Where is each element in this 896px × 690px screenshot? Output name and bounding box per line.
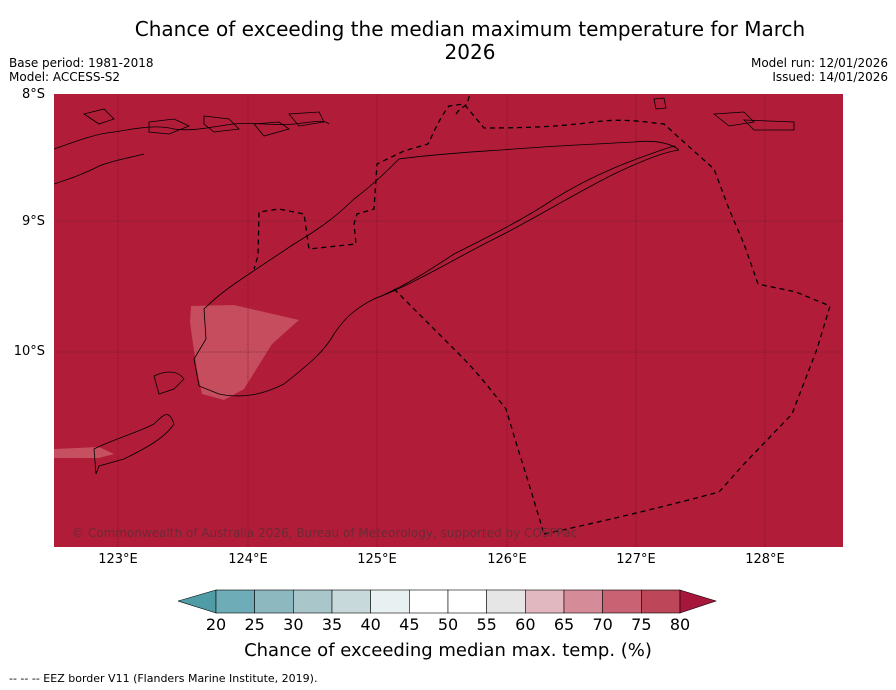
colorbar-cell bbox=[563, 589, 603, 614]
model-name: Model: ACCESS-S2 bbox=[9, 70, 121, 84]
colorbar-tick-label: 20 bbox=[205, 615, 227, 634]
lon-label-125e: 125°E bbox=[357, 552, 397, 567]
probability-patch-west bbox=[54, 447, 114, 458]
lat-label-10s: 10°S bbox=[13, 344, 45, 359]
colorbar-tick-label: 65 bbox=[553, 615, 575, 634]
base-period: Base period: 1981-2018 bbox=[9, 56, 154, 70]
map-background bbox=[54, 94, 843, 547]
colorbar-extend-low bbox=[178, 589, 217, 614]
colorbar-tick-label: 35 bbox=[321, 615, 343, 634]
eez-borders bbox=[253, 94, 831, 535]
metadata-left: Base period: 1981-2018 Model: ACCESS-S2 bbox=[9, 56, 154, 84]
lon-label-124e: 124°E bbox=[228, 552, 268, 567]
colorbar-cell bbox=[409, 589, 449, 614]
lon-label-128e: 128°E bbox=[745, 552, 785, 567]
colorbar-cell bbox=[293, 589, 333, 614]
metadata-right: Model run: 12/01/2026 Issued: 14/01/2026 bbox=[751, 56, 888, 84]
colorbar-tick-label: 40 bbox=[360, 615, 381, 634]
issued-date: Issued: 14/01/2026 bbox=[772, 70, 888, 84]
coastlines bbox=[54, 97, 795, 475]
probability-patch-timor bbox=[190, 305, 299, 400]
colorbar bbox=[178, 589, 717, 614]
copyright-notice: © Commonwealth of Australia 2026, Bureau… bbox=[72, 526, 578, 540]
colorbar-tick-label: 45 bbox=[399, 615, 420, 634]
map-title: Chance of exceeding the median maximum t… bbox=[134, 17, 806, 64]
colorbar-extend-high bbox=[679, 589, 717, 614]
colorbar-tick-label: 55 bbox=[476, 615, 497, 634]
colorbar-tick-label: 60 bbox=[515, 615, 536, 634]
colorbar-tick-label: 50 bbox=[437, 615, 459, 634]
colorbar-cell bbox=[525, 589, 565, 614]
lon-label-126e: 126°E bbox=[487, 552, 527, 567]
colorbar-cell bbox=[486, 589, 526, 614]
colorbar-cell bbox=[215, 589, 255, 614]
colorbar-tick-label: 25 bbox=[244, 615, 265, 634]
colorbar-cell bbox=[641, 589, 681, 614]
colorbar-cell bbox=[254, 589, 294, 614]
footer-note: -- -- -- EEZ border V11 (Flanders Marine… bbox=[9, 672, 318, 685]
colorbar-cell bbox=[447, 589, 487, 614]
lon-label-123e: 123°E bbox=[98, 552, 138, 567]
colorbar-tick-label: 75 bbox=[631, 615, 652, 634]
colorbar-tick-label: 70 bbox=[592, 615, 613, 634]
colorbar-label: Chance of exceeding median max. temp. (%… bbox=[244, 640, 652, 661]
lat-label-9s: 9°S bbox=[21, 214, 45, 229]
colorbar-tick-label: 30 bbox=[283, 615, 304, 634]
forecast-map bbox=[54, 94, 843, 547]
colorbar-cell bbox=[331, 589, 371, 614]
colorbar-cell bbox=[370, 589, 410, 614]
colorbar-cell bbox=[602, 589, 642, 614]
model-run: Model run: 12/01/2026 bbox=[750, 56, 888, 70]
lat-label-8s: 8°S bbox=[21, 87, 45, 102]
colorbar-tick-label: 80 bbox=[669, 615, 691, 634]
lon-label-127e: 127°E bbox=[616, 552, 656, 567]
gridlines bbox=[54, 94, 843, 547]
